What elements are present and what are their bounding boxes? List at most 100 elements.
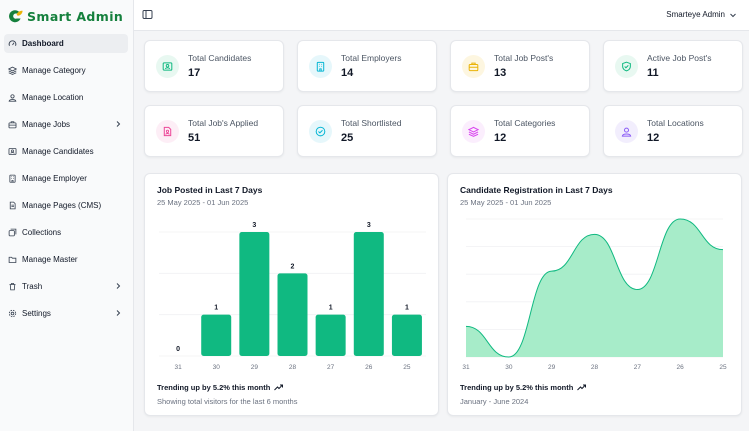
stat-card-total-candidates[interactable]: Total Candidates 17 bbox=[144, 40, 284, 92]
bar[interactable] bbox=[277, 273, 308, 356]
document-icon bbox=[8, 201, 17, 210]
bar[interactable] bbox=[353, 232, 384, 356]
location-user-icon bbox=[615, 120, 638, 143]
data-label: 3 bbox=[252, 222, 256, 229]
sidebar-toggle-icon[interactable] bbox=[142, 9, 153, 20]
gear-icon bbox=[8, 309, 17, 318]
x-tick-label: 31 bbox=[174, 364, 182, 371]
sidebar-item-manage-master[interactable]: Manage Master bbox=[4, 250, 128, 269]
data-label: 1 bbox=[329, 305, 333, 312]
chart-subtitle: 25 May 2025 - 01 Jun 2025 bbox=[460, 198, 552, 207]
topbar: Smarteye Admin bbox=[134, 0, 749, 31]
stat-card-total-locations[interactable]: Total Locations 12 bbox=[603, 105, 743, 157]
x-tick-label: 30 bbox=[505, 364, 513, 371]
user-menu[interactable]: Smarteye Admin bbox=[666, 10, 737, 19]
stat-card-active-job-post-s[interactable]: Active Job Post's 11 bbox=[603, 40, 743, 92]
file-user-icon bbox=[156, 120, 179, 143]
bar[interactable] bbox=[315, 314, 346, 356]
stat-card-total-job-s-applied[interactable]: Total Job's Applied 51 bbox=[144, 105, 284, 157]
stat-card-total-categories[interactable]: Total Categories 12 bbox=[450, 105, 590, 157]
chevron-right-icon bbox=[116, 283, 121, 289]
briefcase-icon bbox=[462, 55, 485, 78]
sidebar-item-manage-pages-cms[interactable]: Manage Pages (CMS) bbox=[4, 196, 128, 215]
sidebar-item-label: Manage Candidates bbox=[22, 147, 94, 156]
stat-label: Total Job's Applied bbox=[188, 118, 259, 128]
sidebar-item-trash[interactable]: Trash bbox=[4, 277, 128, 296]
stat-value: 25 bbox=[341, 132, 354, 144]
sidebar-item-label: Settings bbox=[22, 309, 51, 318]
data-label: 3 bbox=[367, 222, 371, 229]
x-tick-label: 28 bbox=[591, 364, 599, 371]
bar[interactable] bbox=[391, 314, 422, 356]
building-icon bbox=[309, 55, 332, 78]
sidebar-item-label: Manage Employer bbox=[22, 174, 87, 183]
building-icon bbox=[8, 174, 17, 183]
chart-subtitle: 25 May 2025 - 01 Jun 2025 bbox=[157, 198, 249, 207]
layers-icon bbox=[8, 66, 17, 75]
x-tick-label: 25 bbox=[403, 364, 411, 371]
check-circle-icon bbox=[309, 120, 332, 143]
layers-icon bbox=[462, 120, 485, 143]
data-label: 0 bbox=[176, 346, 180, 353]
sidebar-item-collections[interactable]: Collections bbox=[4, 223, 128, 242]
stat-value: 51 bbox=[188, 132, 201, 144]
gauge-icon bbox=[8, 39, 17, 48]
brand[interactable]: Smart Admin bbox=[0, 0, 133, 32]
x-tick-label: 31 bbox=[462, 364, 470, 371]
location-user-icon bbox=[8, 93, 17, 102]
data-label: 1 bbox=[214, 305, 218, 312]
trending-up-icon bbox=[274, 384, 284, 391]
candidate-registration-chart-card: Candidate Registration in Last 7 Days 25… bbox=[447, 173, 742, 416]
id-card-icon bbox=[8, 147, 17, 156]
stat-card-total-job-post-s[interactable]: Total Job Post's 13 bbox=[450, 40, 590, 92]
series-line[interactable] bbox=[465, 218, 724, 358]
sidebar-item-manage-jobs[interactable]: Manage Jobs bbox=[4, 115, 128, 134]
sidebar-nav: Dashboard Manage Category Manage Location M… bbox=[0, 34, 133, 323]
stat-label: Total Job Post's bbox=[494, 53, 554, 63]
x-tick-label: 27 bbox=[327, 364, 335, 371]
stat-value: 12 bbox=[494, 132, 507, 144]
bar[interactable] bbox=[239, 232, 270, 356]
stat-label: Total Candidates bbox=[188, 53, 252, 63]
bar[interactable] bbox=[201, 314, 232, 356]
sidebar-item-manage-category[interactable]: Manage Category bbox=[4, 61, 128, 80]
stat-value: 14 bbox=[341, 67, 354, 79]
chevron-down-icon bbox=[730, 13, 736, 17]
sidebar-item-dashboard[interactable]: Dashboard bbox=[4, 34, 128, 53]
sidebar-item-manage-employer[interactable]: Manage Employer bbox=[4, 169, 128, 188]
chevron-right-icon bbox=[116, 121, 121, 127]
stat-card-total-employers[interactable]: Total Employers 14 bbox=[297, 40, 437, 92]
stat-label: Total Shortlisted bbox=[341, 118, 402, 128]
jobs-posted-bar-chart: 0 31 1 30 3 29 2 28 1 27 3 26 1 25 bbox=[159, 222, 426, 371]
x-tick-label: 28 bbox=[289, 364, 297, 371]
sidebar-item-label: Manage Pages (CMS) bbox=[22, 201, 102, 210]
folder-icon bbox=[8, 255, 17, 264]
data-label: 2 bbox=[291, 263, 295, 270]
x-tick-label: 29 bbox=[548, 364, 556, 371]
sidebar-item-manage-candidates[interactable]: Manage Candidates bbox=[4, 142, 128, 161]
trend-text: Trending up by 5.2% this month bbox=[460, 383, 574, 392]
area-fill bbox=[466, 219, 723, 357]
stat-label: Total Categories bbox=[494, 118, 556, 128]
chart-trend: Trending up by 5.2% this month bbox=[157, 383, 284, 392]
x-tick-label: 27 bbox=[634, 364, 642, 371]
chart-trend: Trending up by 5.2% this month bbox=[460, 383, 587, 392]
stat-card-total-shortlisted[interactable]: Total Shortlisted 25 bbox=[297, 105, 437, 157]
collection-icon bbox=[8, 228, 17, 237]
sidebar-item-label: Manage Location bbox=[22, 93, 84, 102]
sidebar: Smart Admin Dashboard Manage Category Mana… bbox=[0, 0, 134, 431]
sidebar-item-manage-location[interactable]: Manage Location bbox=[4, 88, 128, 107]
stat-label: Total Employers bbox=[341, 53, 402, 63]
chart-title: Candidate Registration in Last 7 Days bbox=[460, 185, 613, 195]
sidebar-item-settings[interactable]: Settings bbox=[4, 304, 128, 323]
jobs-posted-chart-card: Job Posted in Last 7 Days 25 May 2025 - … bbox=[144, 173, 439, 416]
stat-value: 17 bbox=[188, 67, 201, 79]
leaf-logo-icon bbox=[9, 10, 23, 23]
x-tick-label: 30 bbox=[213, 364, 221, 371]
trash-icon bbox=[8, 282, 17, 291]
chart-note: January - June 2024 bbox=[460, 397, 529, 406]
sidebar-item-label: Manage Master bbox=[22, 255, 78, 264]
stat-value: 13 bbox=[494, 67, 507, 79]
sidebar-item-label: Dashboard bbox=[22, 39, 64, 48]
shield-check-icon bbox=[615, 55, 638, 78]
